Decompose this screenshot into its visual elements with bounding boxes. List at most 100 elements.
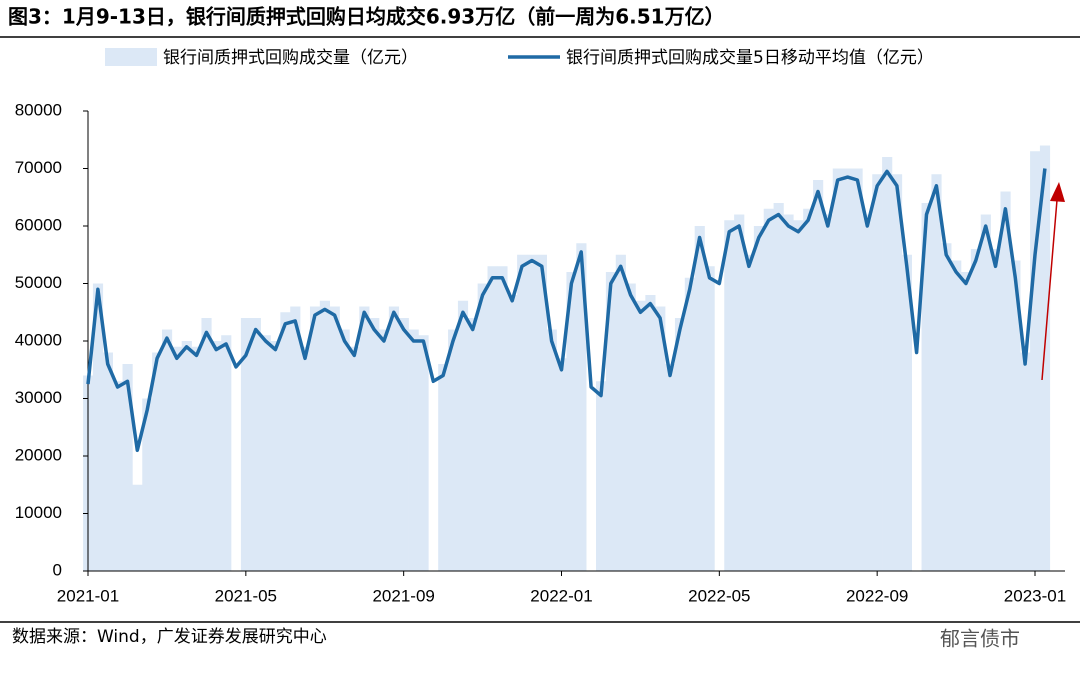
arrow xyxy=(1041,199,1058,381)
y-tick-label: 10000 xyxy=(15,503,62,522)
bar xyxy=(152,352,163,571)
bar xyxy=(161,329,173,571)
y-tick-label: 80000 xyxy=(15,100,62,119)
bar xyxy=(842,168,853,571)
y-tick-label: 70000 xyxy=(15,158,62,177)
bar xyxy=(793,220,804,571)
bar xyxy=(773,203,784,571)
bar xyxy=(832,168,843,571)
y-tick-label: 30000 xyxy=(15,388,62,407)
bar xyxy=(221,335,232,571)
bar xyxy=(724,220,735,571)
x-tick-label: 2022-09 xyxy=(846,586,908,605)
x-tick-label: 2021-09 xyxy=(372,586,434,605)
bar xyxy=(872,174,883,571)
bar xyxy=(566,272,577,571)
bar xyxy=(803,208,814,571)
line xyxy=(86,168,1047,453)
bar xyxy=(280,312,291,571)
bar xyxy=(931,174,942,571)
bar xyxy=(951,260,962,571)
bar xyxy=(970,249,982,571)
bar xyxy=(990,249,1001,571)
bar xyxy=(309,306,321,571)
source: 数据来源：Wind，广发证券发展研究中心 xyxy=(12,627,327,647)
bar xyxy=(201,318,212,571)
bar xyxy=(398,318,409,571)
bar xyxy=(92,283,104,571)
bar xyxy=(102,352,113,571)
legend-label: 银行间质押式回购成交量5日移动平均值（亿元） xyxy=(566,48,934,68)
bar xyxy=(655,306,666,571)
bar xyxy=(1030,151,1041,571)
bar xyxy=(448,329,459,571)
bar xyxy=(674,318,686,571)
bar xyxy=(852,168,863,571)
bar xyxy=(536,254,548,571)
y-tick-label: 40000 xyxy=(15,330,62,349)
y-tick-label: 50000 xyxy=(15,273,62,292)
bar xyxy=(477,283,488,571)
x-tick-label: 2022-01 xyxy=(530,586,592,605)
bar xyxy=(388,306,400,571)
y-tick-label: 60000 xyxy=(15,215,62,234)
bar xyxy=(1000,191,1011,571)
bar xyxy=(487,266,498,571)
bar xyxy=(813,180,824,571)
bar xyxy=(517,254,528,571)
bar xyxy=(822,214,834,571)
x-tick-label: 2021-05 xyxy=(215,586,277,605)
bar xyxy=(743,254,755,571)
bar xyxy=(467,318,478,571)
x-tick-label: 2021-01 xyxy=(57,586,119,605)
bar xyxy=(961,272,972,571)
bar xyxy=(250,318,261,571)
bar xyxy=(122,364,133,571)
bar xyxy=(665,364,676,571)
bar xyxy=(704,266,715,571)
plot: 0 10000 20000 30000 40000 50000 60000 70000 8000… xyxy=(15,100,1066,605)
bar xyxy=(379,329,390,571)
bar xyxy=(290,306,301,571)
x-tick-label: 2023-01 xyxy=(1004,586,1066,605)
bar xyxy=(645,295,656,571)
x-tick-label: 2022-05 xyxy=(688,586,750,605)
bar xyxy=(734,214,745,571)
bar xyxy=(142,398,153,571)
y-tick-label: 0 xyxy=(53,560,62,579)
legend-label: 银行间质押式回购成交量（亿元） xyxy=(163,48,418,68)
bar xyxy=(901,254,912,571)
bar xyxy=(605,272,617,571)
bar xyxy=(260,335,271,571)
bar xyxy=(408,329,419,571)
y-tick-label: 20000 xyxy=(15,445,62,464)
bar xyxy=(457,300,469,571)
bar xyxy=(862,214,873,571)
bar xyxy=(596,381,607,571)
bar xyxy=(191,346,202,571)
bar xyxy=(625,283,636,571)
bar xyxy=(181,341,192,571)
bar xyxy=(359,306,370,571)
bar xyxy=(891,174,903,571)
bar xyxy=(1010,260,1021,571)
watermark: 郁言债市 xyxy=(940,627,1020,651)
bar xyxy=(418,335,429,571)
bar xyxy=(526,254,538,571)
bar xyxy=(763,208,774,571)
bar xyxy=(349,346,360,571)
bar xyxy=(1039,145,1051,571)
bar xyxy=(1020,352,1031,571)
bar xyxy=(438,364,449,571)
bar xyxy=(132,484,143,571)
chart-title: 图3：1月9-13日，银行间质押式回购日均成交6.93万亿（前一周为6.51万亿… xyxy=(8,5,725,29)
bar xyxy=(497,266,508,571)
arrow-head xyxy=(1050,182,1065,202)
bar xyxy=(319,300,330,571)
bar xyxy=(211,341,222,571)
bar xyxy=(615,254,626,571)
bar xyxy=(694,226,705,571)
bar xyxy=(556,358,567,571)
bar xyxy=(546,329,557,571)
